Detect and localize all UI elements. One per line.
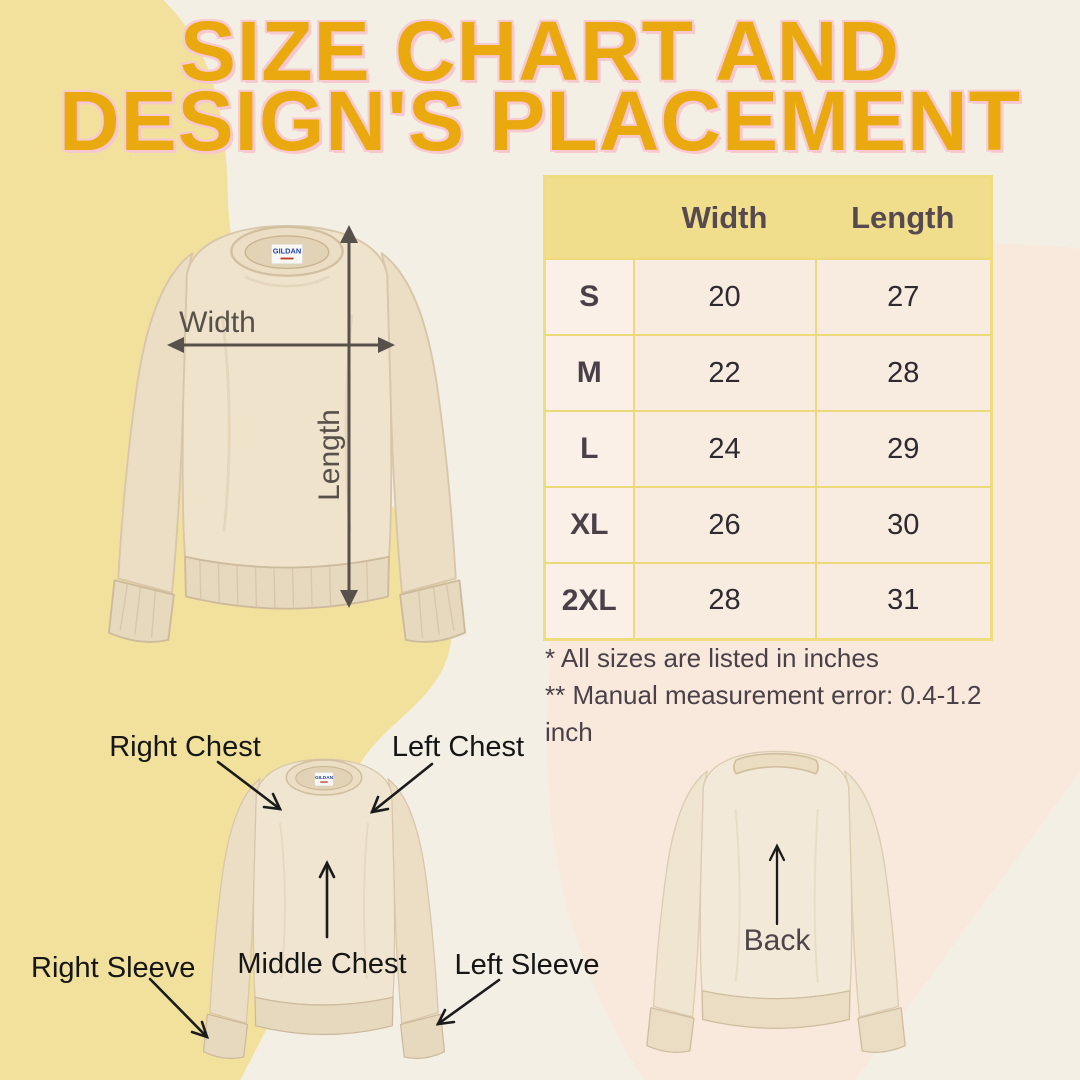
size-column-header [544, 176, 634, 259]
left-sleeve-label: Left Sleeve [454, 949, 600, 981]
page-title: SIZE CHART AND DESIGN'S PLACEMENT [0, 4, 1080, 168]
cuff-right [857, 1007, 906, 1053]
size-label: L [543, 410, 635, 488]
cuff-right [399, 1013, 446, 1060]
sleeve-right [843, 770, 900, 1018]
width-value: 28 [632, 562, 817, 640]
size-row-XL: XL 26 30 [543, 486, 993, 564]
cuff-left [202, 1013, 249, 1060]
right-sleeve-label: Right Sleeve [31, 952, 196, 984]
length-value: 31 [814, 562, 993, 640]
cuff-left [646, 1007, 695, 1053]
width-column-header: Width [633, 176, 816, 259]
page-title-line1: SIZE CHART AND [179, 4, 901, 98]
body-creases [734, 808, 819, 983]
length-value: 29 [814, 410, 993, 488]
size-row-M: M 22 28 [543, 334, 993, 412]
sleeve-left [209, 778, 261, 1024]
brand-tag-text: GILDAN [273, 247, 301, 256]
width-value: 26 [632, 486, 817, 564]
size-table-body: S 20 27 M 22 28 L 24 29 XL 26 30 2XL 28 31 [543, 258, 993, 640]
waistband [254, 996, 394, 1036]
middle-chest-label: Middle Chest [237, 948, 407, 980]
size-row-L: L 24 29 [543, 410, 993, 488]
waistband [701, 990, 851, 1029]
sleeve-right [380, 252, 457, 594]
body [181, 225, 393, 569]
right-chest-label: Right Chest [109, 731, 261, 763]
size-chart-table: Width Length S 20 27 M 22 28 L 24 29 XL 26 30 2XL 28 3… [543, 175, 993, 641]
width-value: 24 [632, 410, 817, 488]
length-measure-label: Length [313, 409, 346, 501]
sleeve-left [117, 252, 194, 594]
length-column-header: Length [815, 176, 992, 259]
size-row-2XL: 2XL 28 31 [543, 562, 993, 640]
sweatshirt-back [646, 750, 906, 1053]
sweatshirt-front-small: GILDAN [202, 758, 446, 1060]
body [699, 750, 853, 1000]
width-value: 20 [632, 258, 817, 336]
width-value: 22 [632, 334, 817, 412]
brand-tag-text: GILDAN [315, 775, 334, 781]
size-row-S: S 20 27 [543, 258, 993, 336]
size-label: XL [543, 486, 635, 564]
length-value: 27 [814, 258, 993, 336]
length-value: 28 [814, 334, 993, 412]
page-title-line2: DESIGN'S PLACEMENT [58, 74, 1022, 168]
length-value: 30 [814, 486, 993, 564]
size-label: M [543, 334, 635, 412]
size-label: S [543, 258, 635, 336]
size-label: 2XL [543, 562, 635, 640]
cuff-ribs [119, 583, 455, 639]
size-table-header-row: Width Length [544, 176, 992, 259]
sweatshirt-front-large: GILDAN [108, 225, 466, 643]
note-inches: * All sizes are listed in inches [545, 643, 879, 673]
size-chart-notes: * All sizes are listed in inches ** Manu… [545, 640, 1015, 751]
collar-tag: GILDAN [314, 771, 334, 787]
sleeve-left [652, 770, 709, 1018]
body-creases [279, 822, 369, 980]
waistband [184, 555, 390, 610]
note-error: ** Manual measurement error: 0.4-1.2 inc… [545, 680, 982, 747]
back-collar-band [733, 752, 819, 775]
left-chest-label: Left Chest [391, 731, 525, 763]
waistband-ribs [199, 560, 369, 608]
collar-tag: GILDAN [270, 243, 304, 265]
back-label: Back [743, 924, 811, 957]
width-measure-label: Width [179, 306, 256, 339]
sleeve-right [387, 778, 439, 1024]
